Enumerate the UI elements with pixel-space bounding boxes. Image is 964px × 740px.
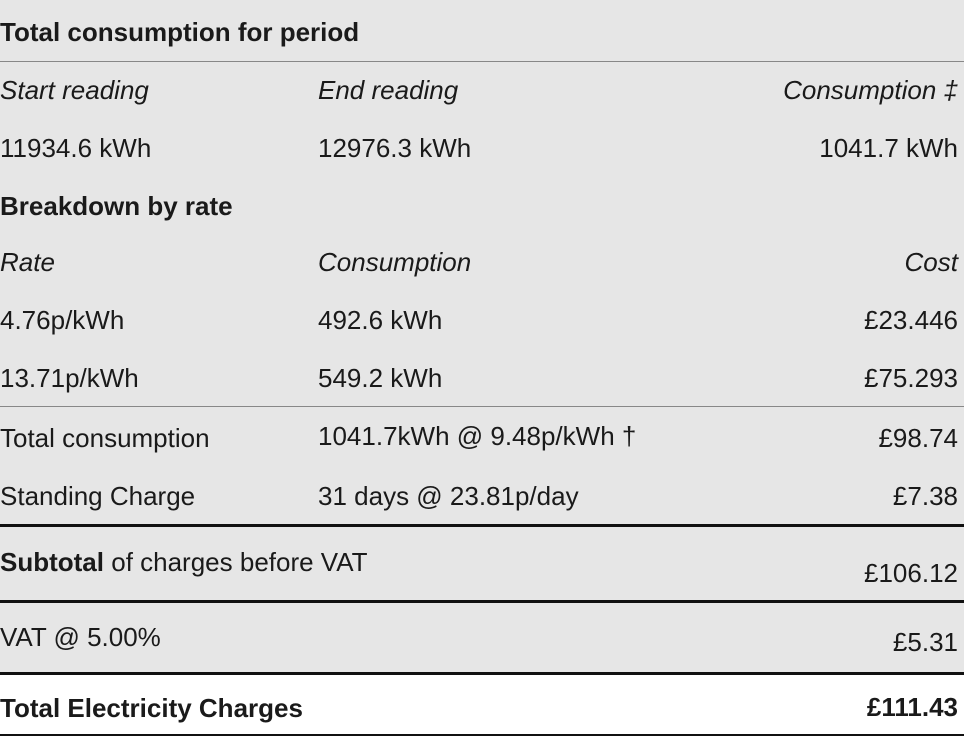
section-title: Total consumption for period (0, 17, 360, 47)
header: Rate (0, 247, 55, 277)
subtotal-value: £106.12 (864, 558, 958, 588)
vat-label: VAT @ 5.00% (0, 622, 161, 652)
cell: £23.446 (864, 305, 958, 335)
divider (0, 600, 964, 603)
cell: £7.38 (892, 481, 958, 511)
cell: 4.76p/kWh (0, 305, 125, 335)
divider (0, 406, 964, 407)
header: Consumption ‡ (783, 75, 958, 105)
cell: 1041.7kWh @ 9.48p/kWh † (318, 421, 637, 451)
cell: £98.74 (878, 423, 958, 453)
total-value: £111.43 (866, 692, 958, 722)
total-background (0, 674, 964, 740)
divider (0, 734, 964, 736)
cell: 13.71p/kWh (0, 363, 139, 393)
divider (0, 61, 964, 62)
header: Consumption (318, 247, 472, 277)
cell: Total consumption (0, 423, 210, 453)
cell: 11934.6 kWh (0, 133, 152, 163)
subtotal-bold: Subtotal (0, 547, 104, 577)
header: Start reading (0, 75, 149, 105)
header: End reading (318, 75, 459, 105)
total-label: Total Electricity Charges (0, 693, 303, 723)
cell: 12976.3 kWh (318, 133, 472, 163)
cell: 492.6 kWh (318, 305, 443, 335)
divider (0, 672, 964, 675)
vat-value: £5.31 (892, 627, 958, 657)
header: Cost (904, 247, 958, 277)
cell: £75.293 (864, 363, 958, 393)
subtotal-label: Subtotal of charges before VAT (0, 547, 368, 577)
divider (0, 524, 964, 527)
subtotal-text: of charges before VAT (111, 547, 368, 577)
cell: 549.2 kWh (318, 363, 443, 393)
section-title: Breakdown by rate (0, 191, 233, 221)
cell: 1041.7 kWh (819, 133, 958, 163)
cell: 31 days @ 23.81p/day (318, 481, 579, 511)
cell: Standing Charge (0, 481, 196, 511)
